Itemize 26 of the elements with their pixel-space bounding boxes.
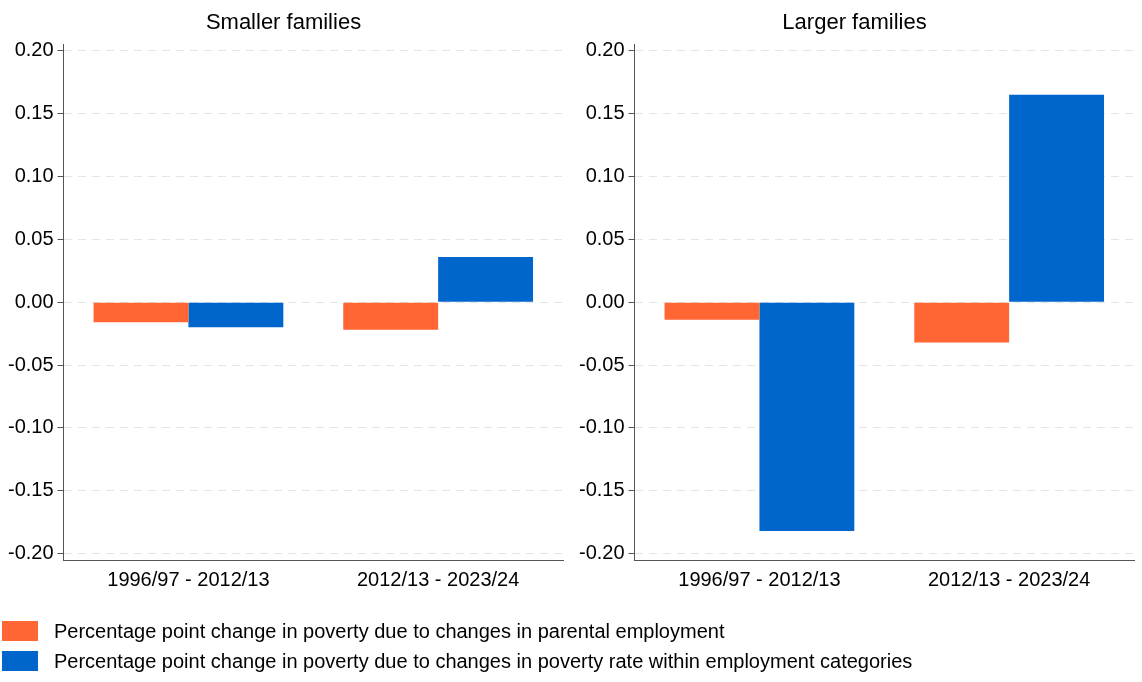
y-tick-label: 0.20 [585,38,625,61]
y-tick-label: 0.05 [14,226,54,249]
y-tick-label: 0.00 [585,289,625,312]
chart-title: Larger families [782,9,927,35]
y-tick-label: 0.10 [14,163,54,186]
y-tick-label: 0.15 [14,101,54,124]
legend-label: Percentage point change in poverty due to changes in parental employment [54,619,725,643]
y-tick-label: -0.05 [7,352,54,375]
y-tick-label: -0.10 [578,415,625,438]
x-tick-label: 2012/13 - 2023/24 [356,567,520,590]
y-tick-label: -0.20 [578,541,625,564]
y-tick-label: 0.05 [585,226,625,249]
y-tick-label: -0.20 [7,541,54,564]
y-tick-label: 0.20 [14,38,54,61]
y-tick-label: -0.10 [7,415,54,438]
legend-label: Percentage point change in poverty due to changes in poverty rate within employment categories [54,649,913,673]
x-tick-label: 2012/13 - 2023/24 [927,567,1091,590]
y-tick-label: 0.00 [14,289,54,312]
y-tick-label: -0.05 [578,352,625,375]
x-tick-label: 1996/97 - 2012/13 [107,567,270,590]
chart-title: Smaller families [205,9,362,35]
y-tick-label: -0.15 [578,478,625,501]
x-tick-label: 1996/97 - 2012/13 [678,567,841,590]
y-tick-label: 0.15 [585,101,625,124]
y-tick-label: -0.15 [7,478,54,501]
y-tick-label: 0.10 [585,163,625,186]
